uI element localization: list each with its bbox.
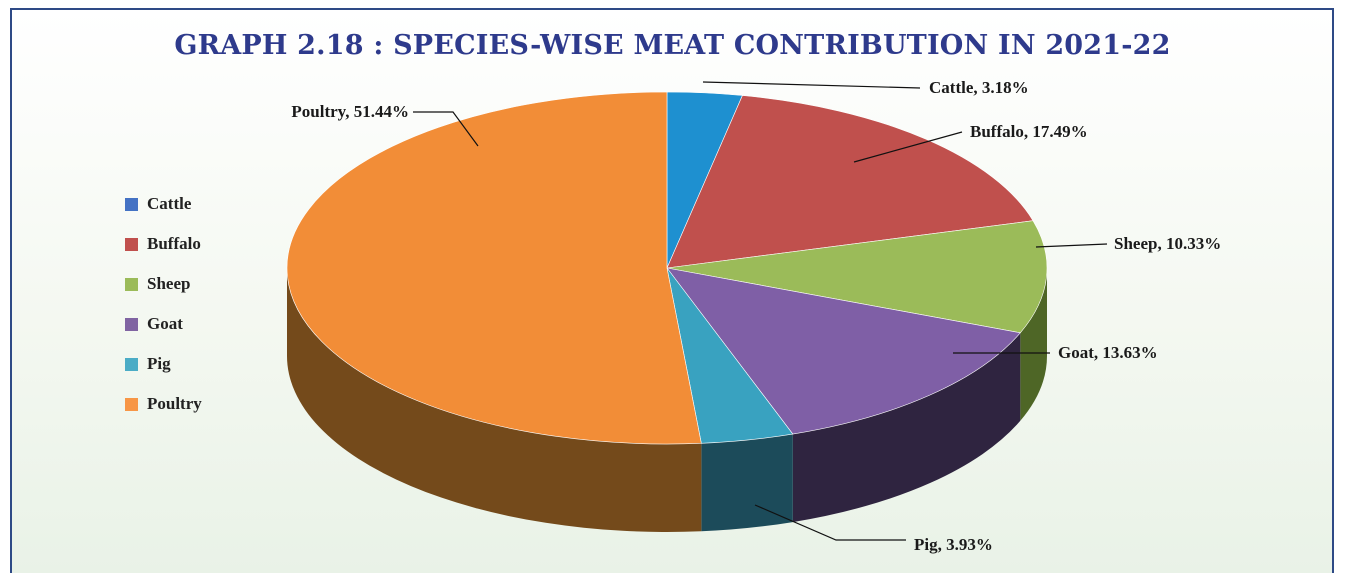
data-label-poultry: Poultry, 51.44% (291, 102, 409, 121)
leader-line-sheep (1035, 243, 1108, 248)
legend-item-pig: Pig (125, 344, 202, 384)
data-label-pig: Pig, 3.93% (914, 535, 993, 554)
data-labels: Cattle, 3.18% Buffalo, 17.49% Sheep, 10.33… (291, 78, 1221, 554)
leader-line-buffalo (853, 131, 963, 163)
legend-swatch-goat (125, 317, 138, 331)
legend-label-pig: Pig (147, 354, 171, 373)
pie-side-pig (701, 434, 793, 532)
legend-swatch-poultry (125, 397, 138, 411)
legend-label-sheep: Sheep (147, 274, 191, 293)
pie-slice-sheep (666, 220, 1048, 334)
data-label-sheep: Sheep, 10.33% (1114, 234, 1221, 253)
pie-slice-goat (666, 267, 1021, 435)
pie-top (286, 91, 1048, 445)
pie-slice-poultry (286, 91, 702, 445)
legend-item-goat: Goat (125, 304, 202, 344)
leader-line-pig (754, 504, 906, 541)
legend-item-buffalo: Buffalo (125, 224, 202, 264)
leader-line-poultry (413, 111, 479, 147)
legend-swatch-cattle (125, 197, 138, 211)
legend-swatch-pig (125, 357, 138, 371)
chart-title: GRAPH 2.18 : SPECIES-WISE MEAT CONTRIBUT… (174, 30, 1171, 61)
legend-label-goat: Goat (147, 314, 183, 333)
data-label-cattle: Cattle, 3.18% (929, 78, 1029, 97)
leader-line-cattle (702, 81, 921, 89)
legend-label-poultry: Poultry (147, 394, 202, 413)
legend-swatch-buffalo (125, 237, 138, 251)
pie-side-poultry (287, 268, 702, 532)
legend: Cattle Buffalo Sheep Goat Pig Poultry (125, 184, 202, 424)
legend-item-poultry: Poultry (125, 384, 202, 424)
data-label-buffalo: Buffalo, 17.49% (970, 122, 1088, 141)
legend-label-cattle: Cattle (147, 194, 192, 213)
legend-label-buffalo: Buffalo (147, 234, 201, 253)
data-label-goat: Goat, 13.63% (1058, 343, 1158, 362)
legend-item-cattle: Cattle (125, 184, 202, 224)
legend-swatch-sheep (125, 277, 138, 291)
pie-side-sheep (1020, 268, 1047, 421)
legend-item-sheep: Sheep (125, 264, 202, 304)
pie-side-walls (287, 268, 1047, 532)
pie-side-goat (792, 332, 1021, 523)
pie-slice-buffalo (666, 95, 1034, 269)
